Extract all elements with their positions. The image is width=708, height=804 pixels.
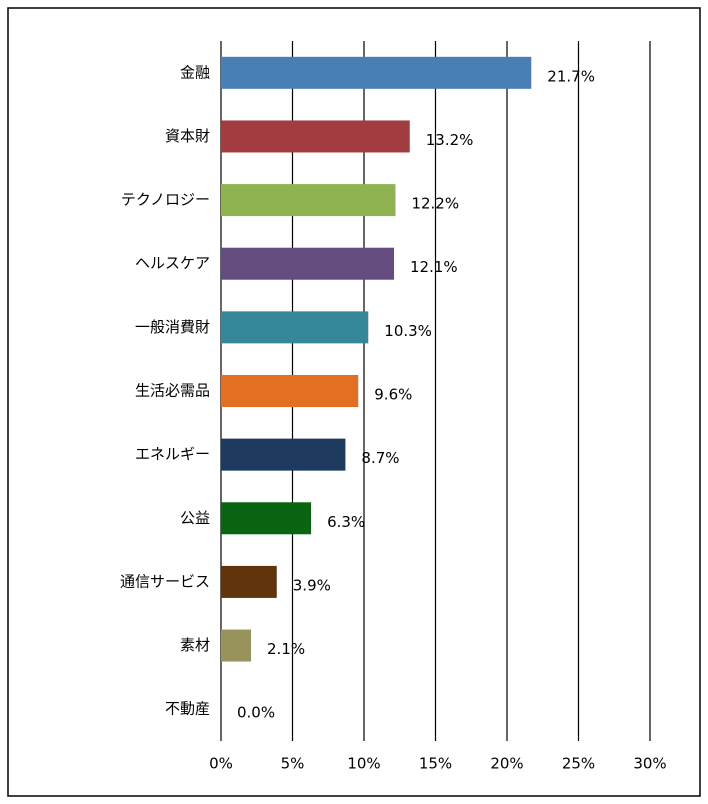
y-tick-label: 不動産: [165, 700, 210, 718]
bar: [221, 438, 346, 471]
x-tick-label: 10%: [347, 755, 380, 773]
bar: [221, 311, 369, 344]
value-label: 0.0%: [237, 704, 275, 722]
y-tick-label: 素材: [180, 636, 210, 654]
bar: [221, 502, 312, 535]
bar: [221, 120, 410, 153]
bar: [221, 56, 532, 89]
x-tick-label: 30%: [633, 755, 666, 773]
x-tick-label: 0%: [209, 755, 233, 773]
value-label: 6.3%: [327, 513, 365, 531]
y-tick-label: 一般消費財: [135, 318, 210, 336]
x-tick-label: 5%: [281, 755, 305, 773]
y-tick-label: 生活必需品: [135, 382, 210, 400]
y-tick-label: エネルギー: [135, 445, 210, 463]
x-tick-label: 15%: [419, 755, 452, 773]
value-label: 10.3%: [384, 322, 432, 340]
y-tick-label: ヘルスケア: [135, 254, 210, 272]
value-label: 12.2%: [411, 195, 459, 213]
value-label: 2.1%: [267, 640, 305, 658]
bar: [221, 565, 277, 598]
bar: [221, 629, 252, 662]
value-label: 3.9%: [293, 576, 331, 594]
bar: [221, 247, 395, 280]
x-tick-label: 20%: [490, 755, 523, 773]
bar: [221, 375, 359, 407]
y-tick-label: テクノロジー: [121, 191, 210, 209]
value-label: 9.6%: [374, 386, 412, 404]
value-label: 21.7%: [547, 67, 595, 85]
value-label: 12.1%: [410, 258, 458, 276]
bar: [221, 184, 396, 217]
value-label: 13.2%: [426, 131, 474, 149]
y-tick-label: 通信サービス: [120, 572, 210, 590]
y-tick-label: 資本財: [165, 127, 210, 145]
y-tick-label: 公益: [180, 509, 210, 527]
y-tick-label: 金融: [180, 63, 210, 81]
x-tick-label: 25%: [562, 755, 595, 773]
value-label: 8.7%: [361, 449, 399, 467]
